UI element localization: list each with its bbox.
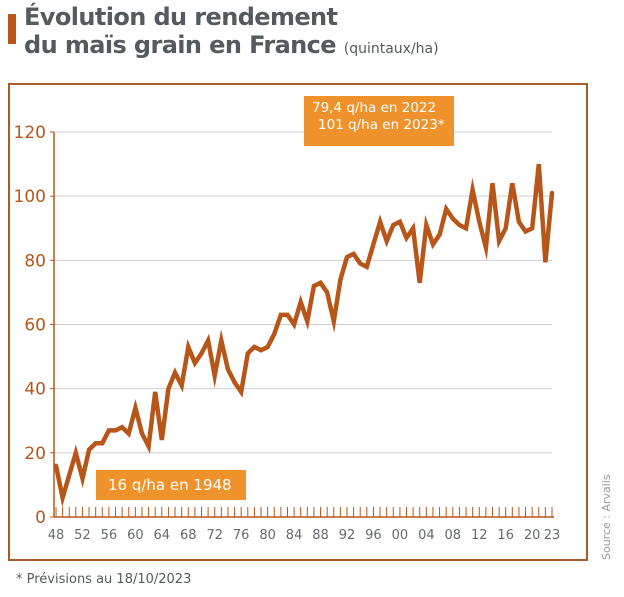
y-tick-label: 40	[24, 380, 46, 400]
annotation-2022-2023: 79,4 q/ha en 2022 101 q/ha en 2023*	[304, 96, 454, 146]
x-tick-label: 64	[154, 528, 171, 543]
x-tick-label: 80	[259, 528, 276, 543]
x-tick-label: 92	[339, 528, 356, 543]
annotation-2022: 79,4 q/ha en 2022	[312, 100, 437, 116]
x-tick-label: 16	[497, 528, 514, 543]
title-line-2: du maïs grain en France (quintaux/ha)	[24, 31, 439, 63]
x-tick-label: 12	[471, 528, 488, 543]
series-line	[53, 163, 555, 508]
chart-title: Évolution du rendement du maïs grain en …	[24, 3, 439, 63]
y-tick-label: 20	[24, 444, 46, 464]
y-tick-label: 80	[24, 251, 46, 271]
chart-frame	[8, 83, 588, 561]
x-tick-label: 56	[101, 528, 118, 543]
y-tick-label: 0	[35, 508, 46, 528]
annotation-1948: 16 q/ha en 1948	[96, 470, 246, 500]
title-unit: (quintaux/ha)	[343, 41, 439, 57]
y-tick-label: 120	[14, 123, 46, 143]
x-tick-label: 68	[180, 528, 197, 543]
x-tick-label: 72	[206, 528, 223, 543]
title-line-2-text: du maïs grain en France	[24, 31, 337, 59]
gridlines	[54, 131, 552, 454]
x-tick-label: 84	[286, 528, 303, 543]
y-tick-label: 60	[24, 316, 46, 336]
x-tick-label: 48	[48, 528, 65, 543]
y-tick-label: 100	[14, 187, 46, 207]
title-accent-bar	[8, 14, 16, 44]
y-axis: 0 20 40 60 80 100 120	[14, 123, 55, 528]
x-tick-label: 23	[544, 528, 561, 543]
source-label: Source : Arvalis	[600, 474, 613, 560]
title-line-1: Évolution du rendement	[24, 3, 338, 31]
x-tick-label: 08	[445, 528, 462, 543]
annotation-2023: 101 q/ha en 2023*	[318, 117, 445, 133]
x-tick-label: 52	[74, 528, 91, 543]
x-tick-label: 60	[127, 528, 144, 543]
x-tick-label: 00	[392, 528, 409, 543]
x-tick-label: 88	[312, 528, 329, 543]
x-tick-label: 20	[524, 528, 541, 543]
x-tick-label: 76	[233, 528, 250, 543]
footnote: * Prévisions au 18/10/2023	[16, 572, 192, 587]
x-tick-label: 04	[418, 528, 435, 543]
x-axis: 48 52 56 60 64 68 72 76 80 84 88 92 96 00 04 08 12 16 20 23	[48, 507, 561, 543]
series-group	[53, 163, 555, 508]
x-tick-label: 96	[365, 528, 382, 543]
